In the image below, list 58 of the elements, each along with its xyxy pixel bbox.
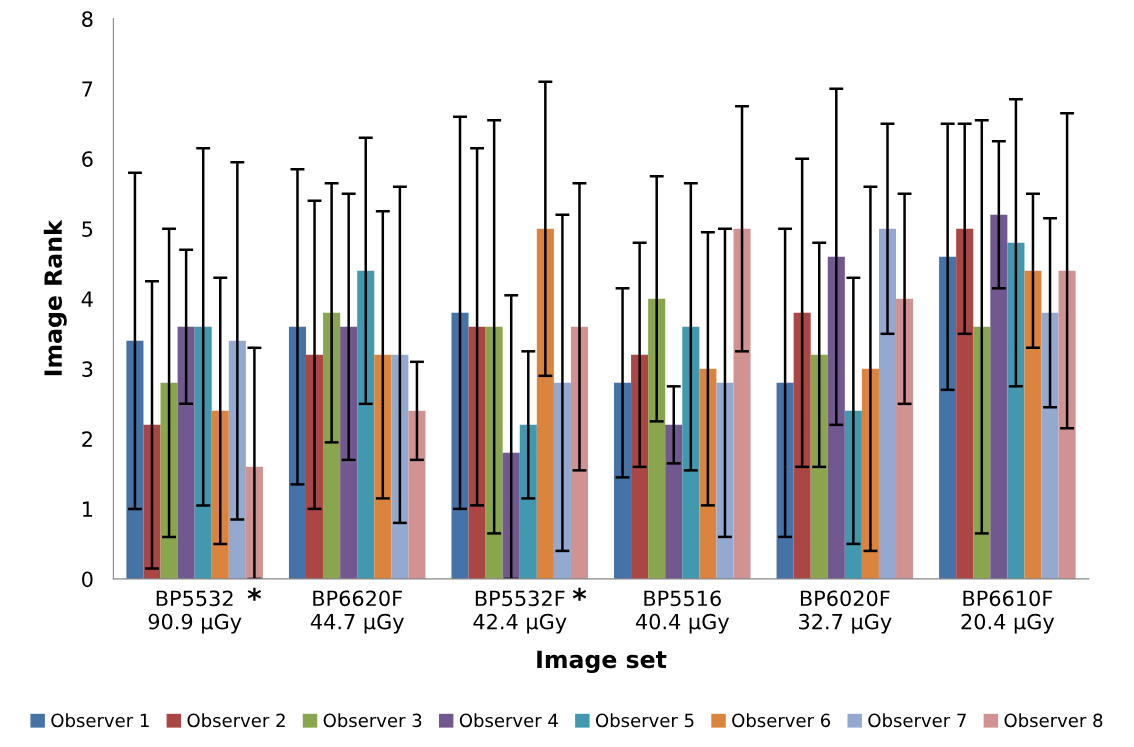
bar: [177, 326, 195, 579]
bar: [810, 354, 828, 579]
bar: [194, 326, 212, 579]
y-tick-label: 0: [82, 571, 93, 588]
bar: [793, 312, 811, 579]
bar: [323, 312, 341, 579]
bar: [340, 326, 358, 579]
bar: [665, 424, 683, 579]
bar: [827, 256, 845, 579]
x-tick-label: BP5516 40.4 µGy: [635, 590, 730, 634]
y-tick-label: 2: [82, 431, 92, 447]
y-tick-label: 1: [82, 501, 93, 517]
legend-label: Observer 8: [1004, 713, 1103, 728]
bar: [896, 298, 914, 579]
legend-label: Observer 7: [868, 713, 966, 728]
x-tick-label: BP6620F 44.7 µGy: [310, 590, 404, 634]
bar: [990, 214, 1008, 579]
text: *: [572, 587, 587, 601]
x-tick-label: BP6610F 20.4 µGy: [961, 590, 1055, 634]
bar: [682, 326, 700, 579]
y-axis-title: Image Rank: [43, 219, 67, 376]
bar: [648, 298, 666, 579]
legend-label: Observer 2: [187, 713, 285, 728]
bar: [1041, 312, 1059, 579]
bar: [391, 354, 409, 579]
bar: [1007, 242, 1025, 579]
y-tick-label: 5: [82, 221, 93, 237]
y-tick-label: 3: [82, 361, 93, 378]
bar: [1024, 270, 1042, 579]
bar: [485, 326, 503, 579]
x-tick-label: BP5532 90.9 µGy: [148, 590, 242, 634]
x-tick-label: BP5532F 42.4 µGy: [473, 590, 567, 634]
y-tick-label: 8: [82, 11, 93, 27]
text: *: [247, 587, 262, 601]
bar: [956, 228, 974, 579]
x-axis-title: Image set: [537, 650, 667, 674]
y-tick-label: 6: [82, 151, 93, 167]
legend-label: Observer 4: [459, 713, 558, 728]
bar: [1058, 270, 1076, 579]
bar: [374, 354, 392, 579]
bar: [939, 256, 957, 579]
legend-label: Observer 5: [596, 713, 694, 728]
bar: [126, 340, 144, 579]
bar: [733, 228, 751, 579]
x-tick-label: BP6020F 32.7 µGy: [799, 590, 892, 634]
bar: [408, 410, 426, 579]
bar: [468, 326, 486, 579]
bar: [699, 368, 717, 579]
legend-label: Observer 6: [732, 713, 831, 728]
bar: [536, 228, 554, 579]
bar: [631, 354, 649, 579]
y-tick-label: 4: [81, 291, 93, 307]
bar: [357, 270, 375, 579]
legend-label: Observer 3: [323, 713, 422, 728]
y-tick-label: 7: [82, 81, 93, 97]
bar: [973, 326, 991, 579]
legend-label: Observer 1: [51, 713, 149, 728]
bar: [878, 228, 897, 579]
